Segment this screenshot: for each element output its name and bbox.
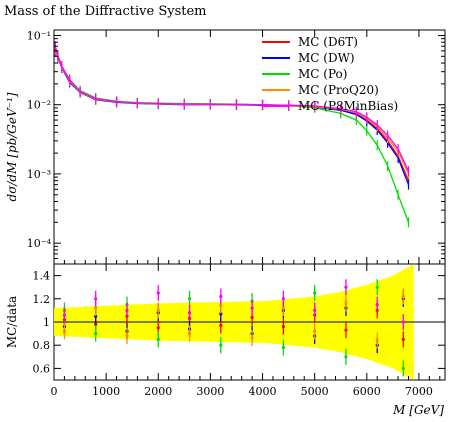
- ratio-x-ticks: 0 1000 2000 3000 4000 5000 6000 7000: [51, 30, 441, 398]
- main-y-ticks: 10⁻¹ 10⁻² 10⁻³ 10⁻⁴: [27, 29, 445, 265]
- ratio-marker-mc-po: [94, 332, 98, 336]
- ratio-marker-mc-d6t: [281, 325, 285, 329]
- ratio-marker-mc-p8minbias: [250, 306, 254, 310]
- main-y-axis-label: dσ/dM [pb/GeV⁻¹]: [5, 92, 19, 201]
- ratio-marker-mc-p8minbias: [94, 297, 98, 301]
- x-axis-label: M [GeV]: [392, 403, 444, 417]
- ratio-marker-mc-proq20: [94, 306, 98, 310]
- ratio-marker-mc-po: [187, 297, 192, 301]
- x-tick-label: 5000: [301, 385, 329, 398]
- ratio-marker-mc-d6t: [94, 322, 98, 326]
- ratio-marker-mc-p8minbias: [344, 285, 348, 289]
- legend-label-mc-d6t: MC (D6T): [298, 35, 358, 49]
- ratio-marker-mc-dw: [94, 314, 98, 318]
- x-tick-label: 7000: [405, 385, 433, 398]
- ratio-marker-mc-dw: [219, 312, 223, 316]
- ratio-marker-mc-d6t: [401, 337, 405, 341]
- ratio-y-tick-label: 1.4: [33, 270, 51, 283]
- ratio-marker-mc-d6t: [156, 326, 160, 330]
- legend: MC (D6T) MC (DW) MC (Po) MC (ProQ20) MC (P8M…: [262, 35, 398, 113]
- series-line-mc-po: [54, 46, 410, 223]
- ratio-marker-mc-d6t: [219, 323, 223, 328]
- ratio-marker-mc-po: [281, 345, 285, 350]
- ratio-marker-mc-d6t: [344, 328, 348, 332]
- ratio-marker-mc-p8minbias: [281, 297, 285, 301]
- ratio-marker-mc-p8minbias: [219, 294, 223, 299]
- ratio-marker-mc-po: [156, 337, 160, 341]
- ratio-marker-mc-po: [344, 355, 348, 359]
- ratio-series-group: [62, 279, 405, 377]
- ratio-marker-mc-proq20: [187, 332, 192, 336]
- ratio-marker-mc-p8minbias: [375, 303, 379, 307]
- ratio-marker-mc-p8minbias: [125, 308, 129, 312]
- ratio-marker-mc-po: [375, 285, 379, 289]
- ratio-plot: 0.6 0.8 1 1.2 1.4 0 1000 2000 3000 4000 5000 6000 7…: [5, 30, 446, 417]
- ratio-marker-mc-po: [219, 343, 223, 347]
- ratio-marker-mc-proq20: [313, 329, 317, 333]
- ratio-marker-mc-proq20: [125, 334, 129, 338]
- x-tick-label: 1000: [92, 385, 120, 398]
- chart-title: Mass of the Diffractive System: [4, 4, 207, 19]
- series-line-mc-p8minbias: [54, 46, 410, 172]
- main-series-group: [54, 41, 410, 228]
- ratio-marker-mc-proq20: [281, 306, 285, 310]
- ratio-marker-mc-p8minbias: [313, 308, 317, 312]
- main-y-tick-label: 10⁻³: [27, 168, 51, 181]
- ratio-y-ticks: 0.6 0.8 1 1.2 1.4: [33, 270, 445, 375]
- main-plot: 10⁻¹ 10⁻² 10⁻³ 10⁻⁴ dσ/dM [pb/GeV⁻¹] MC (D6…: [5, 29, 446, 265]
- ratio-y-tick-label: 1.2: [33, 293, 51, 306]
- ratio-marker-mc-proq20: [344, 301, 348, 306]
- main-plot-frame: [53, 29, 446, 265]
- main-y-tick-label: 10⁻¹: [27, 29, 51, 42]
- x-tick-label: 6000: [353, 385, 381, 398]
- ratio-marker-mc-po: [313, 291, 317, 295]
- ratio-marker-mc-p8minbias: [156, 291, 160, 295]
- ratio-marker-mc-proq20: [62, 329, 67, 333]
- legend-label-mc-dw: MC (DW): [298, 51, 355, 65]
- ratio-y-axis-label: MC/data: [5, 296, 19, 348]
- ratio-marker-mc-d6t: [250, 315, 254, 319]
- x-tick-label: 3000: [196, 385, 224, 398]
- ratio-marker-mc-proq20: [375, 338, 379, 343]
- ratio-y-tick-label: 1: [43, 316, 50, 329]
- ratio-marker-mc-proq20: [401, 294, 405, 299]
- legend-label-mc-proq20: MC (ProQ20): [298, 83, 379, 97]
- main-y-tick-label: 10⁻⁴: [27, 237, 52, 250]
- legend-label-mc-po: MC (Po): [298, 67, 347, 81]
- ratio-marker-mc-proq20: [219, 304, 223, 308]
- x-tick-label: 2000: [144, 385, 172, 398]
- x-tick-label: 4000: [249, 385, 277, 398]
- main-y-tick-label: 10⁻²: [27, 99, 51, 112]
- series-line-mc-dw: [54, 50, 410, 185]
- ratio-marker-mc-p8minbias: [401, 320, 405, 324]
- ratio-marker-mc-p8minbias: [187, 311, 192, 315]
- ratio-marker-mc-p8minbias: [62, 313, 67, 317]
- ratio-marker-mc-proq20: [156, 308, 160, 312]
- ratio-marker-mc-po: [401, 366, 405, 370]
- ratio-y-tick-label: 0.6: [33, 362, 51, 375]
- x-tick-label: 0: [51, 385, 58, 398]
- legend-label-mc-p8minbias: MC (P8MinBias): [298, 99, 398, 113]
- ratio-y-tick-label: 0.8: [33, 339, 51, 352]
- ratio-marker-mc-proq20: [250, 336, 254, 340]
